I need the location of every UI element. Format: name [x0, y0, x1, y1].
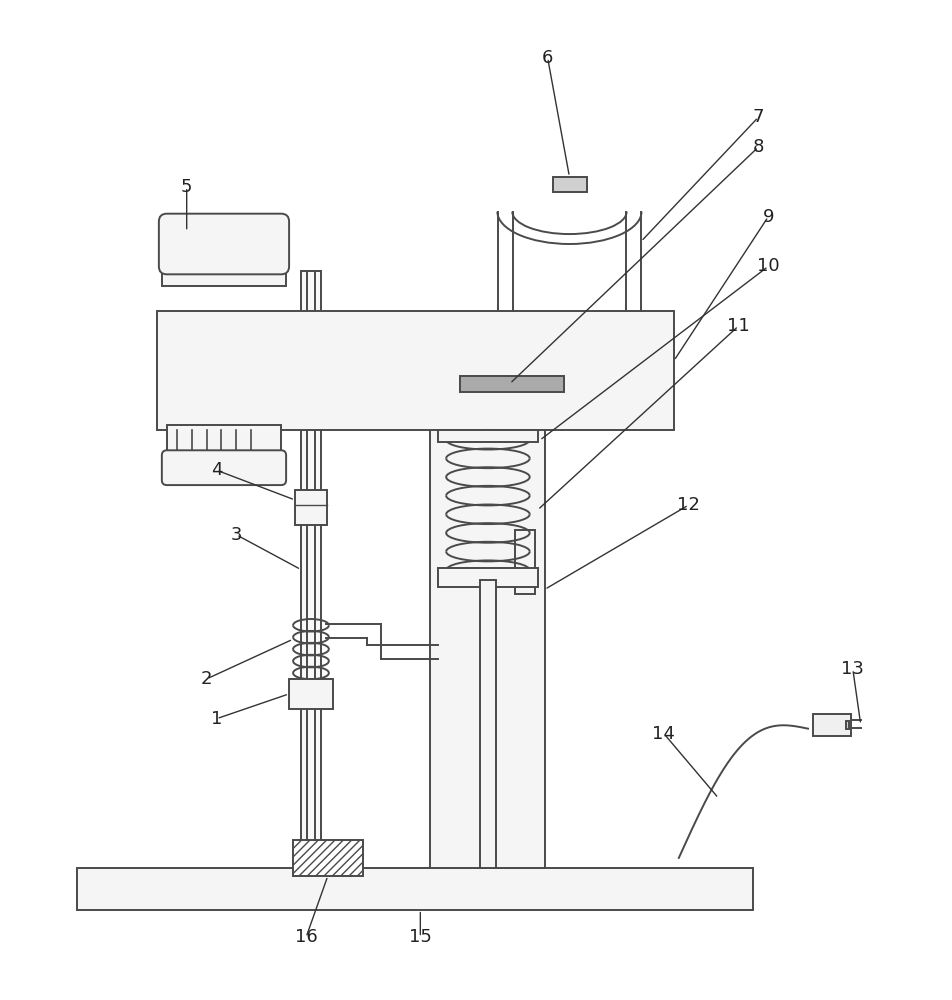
- Text: 7: 7: [752, 108, 764, 126]
- Text: 8: 8: [752, 138, 764, 156]
- Text: 10: 10: [756, 257, 779, 275]
- Text: 11: 11: [726, 317, 749, 335]
- Text: 5: 5: [181, 178, 192, 196]
- FancyBboxPatch shape: [159, 214, 288, 274]
- Bar: [514, 530, 534, 594]
- Bar: [429, 391, 544, 868]
- Text: 1: 1: [210, 710, 222, 728]
- Text: 13: 13: [841, 660, 863, 678]
- Bar: [157, 311, 673, 430]
- Text: 15: 15: [408, 928, 431, 946]
- Bar: [552, 177, 586, 192]
- Text: 6: 6: [542, 49, 553, 67]
- Bar: [480, 580, 495, 868]
- Bar: [438, 568, 537, 587]
- Text: 9: 9: [762, 208, 773, 226]
- Text: 4: 4: [210, 461, 222, 479]
- Bar: [162, 266, 286, 286]
- FancyBboxPatch shape: [162, 450, 286, 485]
- Bar: [812, 714, 850, 736]
- Bar: [845, 721, 848, 729]
- Text: 12: 12: [677, 496, 700, 514]
- Text: 2: 2: [201, 670, 212, 688]
- Text: 16: 16: [294, 928, 317, 946]
- Bar: [301, 271, 321, 868]
- Bar: [288, 679, 332, 709]
- Text: 3: 3: [230, 526, 242, 544]
- Bar: [460, 376, 564, 392]
- Bar: [293, 840, 363, 876]
- Bar: [77, 868, 753, 910]
- Bar: [167, 425, 281, 460]
- Bar: [438, 430, 537, 442]
- Text: 14: 14: [652, 725, 675, 743]
- Bar: [295, 490, 327, 525]
